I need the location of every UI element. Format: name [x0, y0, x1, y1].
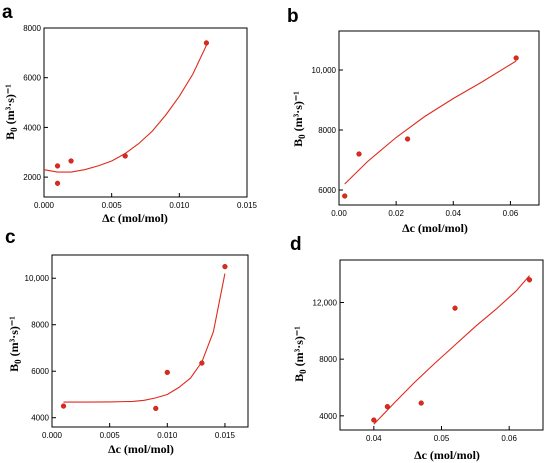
plot-frame: [51, 254, 249, 428]
panel-a-letter: a: [2, 2, 13, 23]
x-tick-label: 0.015: [215, 431, 236, 440]
panel-c-plot: 0.000 0.005 0.010 0.015 4000 6000 8000 10,000: [25, 254, 249, 440]
plot-frame: [338, 30, 540, 206]
data-point: [199, 360, 205, 366]
x-tick-label: 0.02: [388, 209, 404, 218]
y-tick-label: 4000: [23, 123, 41, 132]
panel-d-x-axis-label: Δc (mol/mol): [414, 448, 480, 462]
data-point: [54, 163, 61, 169]
data-point: [384, 404, 390, 410]
y-tick-label: 6000: [31, 367, 49, 376]
panel-b-y-axis-label: B0 (m³·s)⁻¹: [291, 91, 307, 147]
y-tick-label: 8000: [31, 321, 49, 330]
fit-curve: [373, 275, 530, 425]
data-point: [60, 403, 67, 409]
x-tick-label: 0.00: [331, 209, 347, 218]
x-tick-label: 0.015: [237, 201, 258, 210]
y-tick-label: 8000: [319, 355, 337, 364]
y-tick-label: 8000: [23, 24, 41, 33]
data-point: [356, 151, 362, 157]
panel-b-letter: b: [287, 6, 299, 27]
data-point: [404, 136, 411, 142]
y-tick-label: 4000: [31, 414, 49, 423]
y-tick-label: 2000: [23, 173, 41, 182]
fit-curve: [43, 45, 207, 173]
panel-c-letter: c: [5, 227, 16, 248]
x-tick-label: 0.04: [445, 209, 461, 218]
data-point: [203, 40, 210, 46]
y-tick-label: 10,000: [312, 66, 337, 75]
data-point: [222, 264, 228, 270]
panel-d-letter: d: [290, 234, 302, 255]
panel-a: a 0.000 0.005 0.010 0.015 2000 4000 6000 8000 Δ…: [2, 2, 258, 225]
panel-c-x-axis-label: Δc (mol/mol): [108, 442, 174, 456]
x-tick-label: 0.010: [169, 201, 190, 210]
fit-curve: [344, 60, 517, 185]
x-tick-label: 0.005: [102, 201, 123, 210]
fit-curve: [63, 273, 226, 403]
x-tick-label: 0.000: [34, 201, 55, 210]
data-point: [164, 369, 170, 375]
x-tick-label: 0.05: [434, 434, 450, 443]
panel-c-y-axis-label: B0 (m³·s)⁻¹: [7, 316, 23, 372]
x-tick-label: 0.04: [366, 434, 382, 443]
data-point: [371, 417, 377, 423]
data-point: [418, 400, 424, 406]
x-tick-label: 0.06: [503, 209, 519, 218]
y-tick-label: 8000: [318, 126, 336, 135]
panel-a-plot: 0.000 0.005 0.010 0.015 2000 4000 6000 8000: [23, 24, 257, 210]
data-point: [452, 305, 458, 311]
y-tick-label: 4000: [319, 412, 337, 421]
data-point: [122, 153, 128, 159]
panel-a-x-axis-label: Δc (mol/mol): [102, 211, 168, 225]
x-tick-label: 0.06: [501, 434, 517, 443]
data-point: [513, 55, 519, 61]
plot-frame: [339, 259, 544, 431]
y-tick-label: 12,000: [313, 299, 338, 308]
y-tick-label: 6000: [23, 74, 41, 83]
panel-d: d 0.04 0.05 0.06 4000 8000 12,000 Δc (mol/mol…: [290, 234, 544, 462]
y-tick-label: 10,000: [25, 274, 50, 283]
data-point: [153, 405, 159, 412]
panel-a-y-axis-label: B0 (m³·s)⁻¹: [3, 84, 19, 140]
panel-b-x-axis-label: Δc (mol/mol): [402, 221, 468, 235]
data-point: [526, 277, 533, 283]
panel-c: c 0.000 0.005 0.010 0.015 4000 6000 8000 10,000…: [5, 227, 249, 456]
panel-d-plot: 0.04 0.05 0.06 4000 8000 12,000: [313, 259, 544, 443]
data-point: [54, 180, 61, 186]
x-tick-label: 0.005: [100, 431, 121, 440]
x-tick-label: 0.010: [157, 431, 178, 440]
panel-b-plot: 0.00 0.02 0.04 0.06 6000 8000 10,000: [312, 30, 540, 218]
panel-b: b 0.00 0.02 0.04 0.06 6000 8000 10,000 Δc (mol…: [287, 6, 540, 235]
plot-frame: [43, 27, 248, 198]
data-point: [342, 193, 348, 199]
data-point: [68, 158, 74, 164]
panel-d-y-axis-label: B0 (m³·s)⁻¹: [292, 326, 308, 382]
x-tick-label: 0.000: [42, 431, 63, 440]
y-tick-label: 6000: [318, 186, 336, 195]
